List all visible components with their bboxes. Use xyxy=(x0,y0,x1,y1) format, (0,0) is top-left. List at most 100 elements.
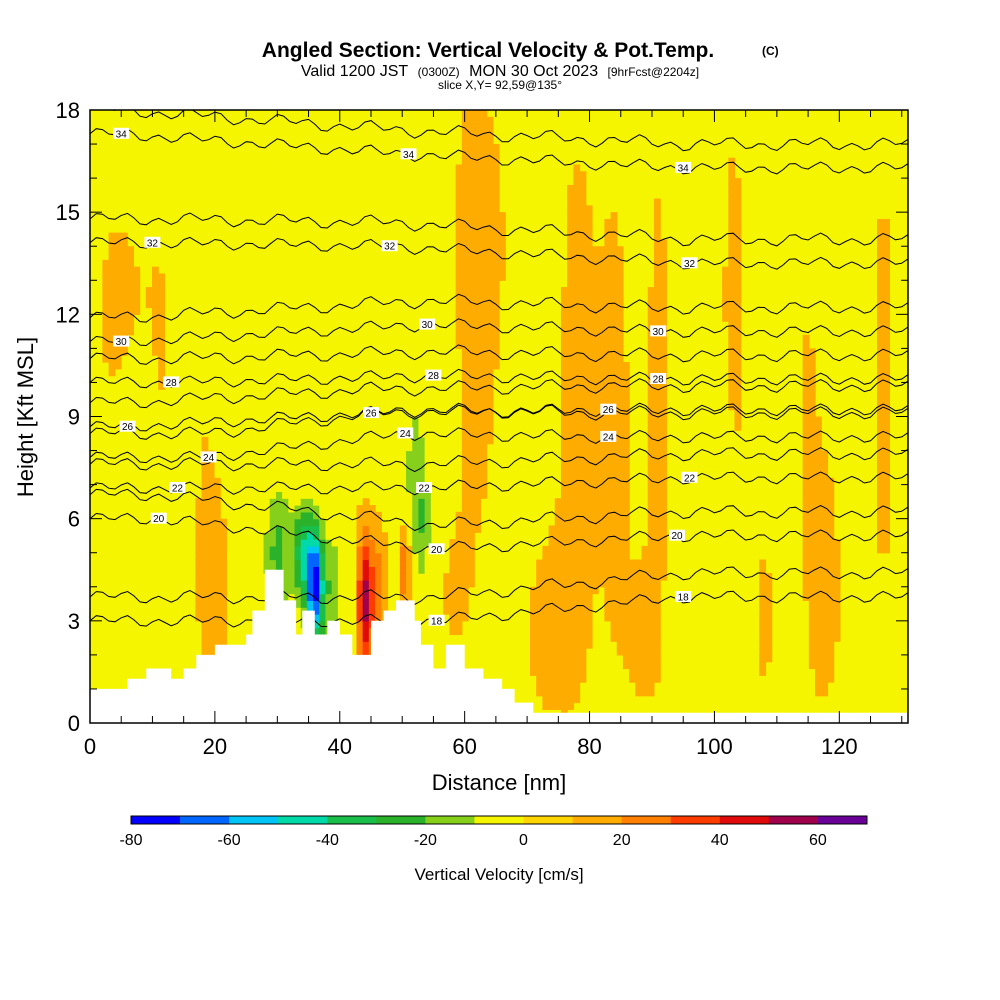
velocity-cell xyxy=(635,607,643,615)
velocity-cell xyxy=(579,321,587,329)
velocity-cell xyxy=(375,586,382,595)
velocity-cell xyxy=(653,321,661,329)
velocity-cell xyxy=(443,409,451,418)
velocity-cell xyxy=(108,321,116,329)
velocity-cell xyxy=(579,198,587,206)
velocity-cell xyxy=(375,287,382,295)
velocity-cell xyxy=(455,266,463,275)
velocity-cell xyxy=(468,464,475,472)
velocity-cell xyxy=(375,116,382,125)
velocity-cell xyxy=(647,484,655,493)
velocity-cell xyxy=(381,327,389,336)
velocity-cell xyxy=(616,457,624,465)
velocity-cell xyxy=(424,110,432,118)
velocity-cell xyxy=(852,157,860,166)
velocity-cell xyxy=(852,225,860,234)
velocity-cell xyxy=(393,280,401,288)
contour-label: 30 xyxy=(113,335,130,348)
velocity-cell xyxy=(548,593,556,601)
velocity-cell xyxy=(362,566,370,574)
velocity-cell xyxy=(443,348,451,356)
velocity-cell xyxy=(517,130,525,138)
velocity-cell xyxy=(381,545,389,554)
velocity-cell xyxy=(275,116,283,125)
colorbar-swatch xyxy=(768,816,819,824)
velocity-cell xyxy=(306,573,314,581)
velocity-cell xyxy=(387,443,395,452)
velocity-cell xyxy=(393,253,401,261)
velocity-cell xyxy=(387,327,395,336)
velocity-cell xyxy=(381,171,389,179)
velocity-cell xyxy=(542,184,550,193)
velocity-cell xyxy=(375,253,382,261)
velocity-cell xyxy=(883,253,891,261)
velocity-cell xyxy=(492,321,500,329)
velocity-cell xyxy=(393,191,401,200)
velocity-cell xyxy=(821,539,829,547)
velocity-cell xyxy=(815,545,822,554)
velocity-cell xyxy=(610,218,618,227)
velocity-cell xyxy=(418,559,426,567)
velocity-cell xyxy=(833,212,841,220)
velocity-cell xyxy=(412,573,420,581)
velocity-cell xyxy=(269,137,277,145)
velocity-cell xyxy=(517,327,525,336)
velocity-cell xyxy=(424,116,432,125)
velocity-cell xyxy=(288,116,296,125)
velocity-cell xyxy=(579,552,587,561)
velocity-cell xyxy=(560,695,568,704)
velocity-cell xyxy=(461,110,469,118)
velocity-cell xyxy=(387,341,395,349)
velocity-cell xyxy=(802,443,810,452)
velocity-cell xyxy=(560,668,568,676)
velocity-cell xyxy=(220,573,227,581)
velocity-cell xyxy=(641,573,649,581)
velocity-cell xyxy=(455,607,463,615)
velocity-cell xyxy=(808,579,816,588)
velocity-cell xyxy=(877,355,884,363)
velocity-cell xyxy=(430,307,438,315)
velocity-cell xyxy=(523,498,531,506)
velocity-cell xyxy=(839,150,847,159)
velocity-cell xyxy=(424,355,432,363)
velocity-cell xyxy=(598,579,605,588)
velocity-cell xyxy=(529,586,537,595)
velocity-cell xyxy=(381,402,389,411)
velocity-cell xyxy=(610,525,618,533)
velocity-cell xyxy=(759,620,767,629)
velocity-cell xyxy=(567,321,574,329)
velocity-cell xyxy=(424,184,432,193)
velocity-cell xyxy=(529,116,537,125)
terrain xyxy=(90,569,908,723)
velocity-cell xyxy=(517,280,525,288)
velocity-cell xyxy=(102,287,110,295)
velocity-cell xyxy=(133,307,141,315)
velocity-cell xyxy=(437,464,444,472)
velocity-cell xyxy=(468,314,475,322)
velocity-cell xyxy=(802,423,810,431)
velocity-cell xyxy=(852,246,860,254)
velocity-cell xyxy=(573,205,581,213)
velocity-cell xyxy=(529,430,537,438)
velocity-cell xyxy=(815,505,822,513)
velocity-cell xyxy=(381,205,389,213)
velocity-cell xyxy=(275,110,283,118)
velocity-cell xyxy=(387,266,395,275)
velocity-cell xyxy=(542,661,550,670)
velocity-cell xyxy=(839,110,847,118)
velocity-cell xyxy=(883,443,891,452)
velocity-cell xyxy=(852,396,860,404)
velocity-cell xyxy=(579,287,587,295)
velocity-cell xyxy=(852,314,860,322)
velocity-cell xyxy=(536,648,543,656)
velocity-cell xyxy=(852,239,860,247)
velocity-cell xyxy=(213,607,221,615)
velocity-cell xyxy=(387,402,395,411)
velocity-cell xyxy=(480,150,488,159)
velocity-cell xyxy=(653,654,661,663)
velocity-cell xyxy=(573,273,581,281)
velocity-cell xyxy=(282,498,289,506)
velocity-cell xyxy=(387,130,395,138)
velocity-cell xyxy=(393,287,401,295)
